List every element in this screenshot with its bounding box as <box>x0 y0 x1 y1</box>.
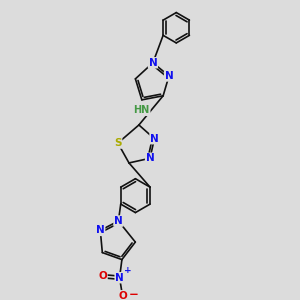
Text: N: N <box>96 225 105 236</box>
Text: S: S <box>114 138 122 148</box>
Text: N: N <box>150 134 159 144</box>
Text: N: N <box>148 58 157 68</box>
Text: HN: HN <box>134 105 150 116</box>
Text: −: − <box>129 288 139 300</box>
Text: O: O <box>98 271 107 281</box>
Text: N: N <box>146 153 154 163</box>
Text: N: N <box>114 216 123 226</box>
Text: N: N <box>115 273 124 283</box>
Text: O: O <box>118 291 127 300</box>
Text: N: N <box>165 71 173 81</box>
Text: +: + <box>124 266 131 275</box>
